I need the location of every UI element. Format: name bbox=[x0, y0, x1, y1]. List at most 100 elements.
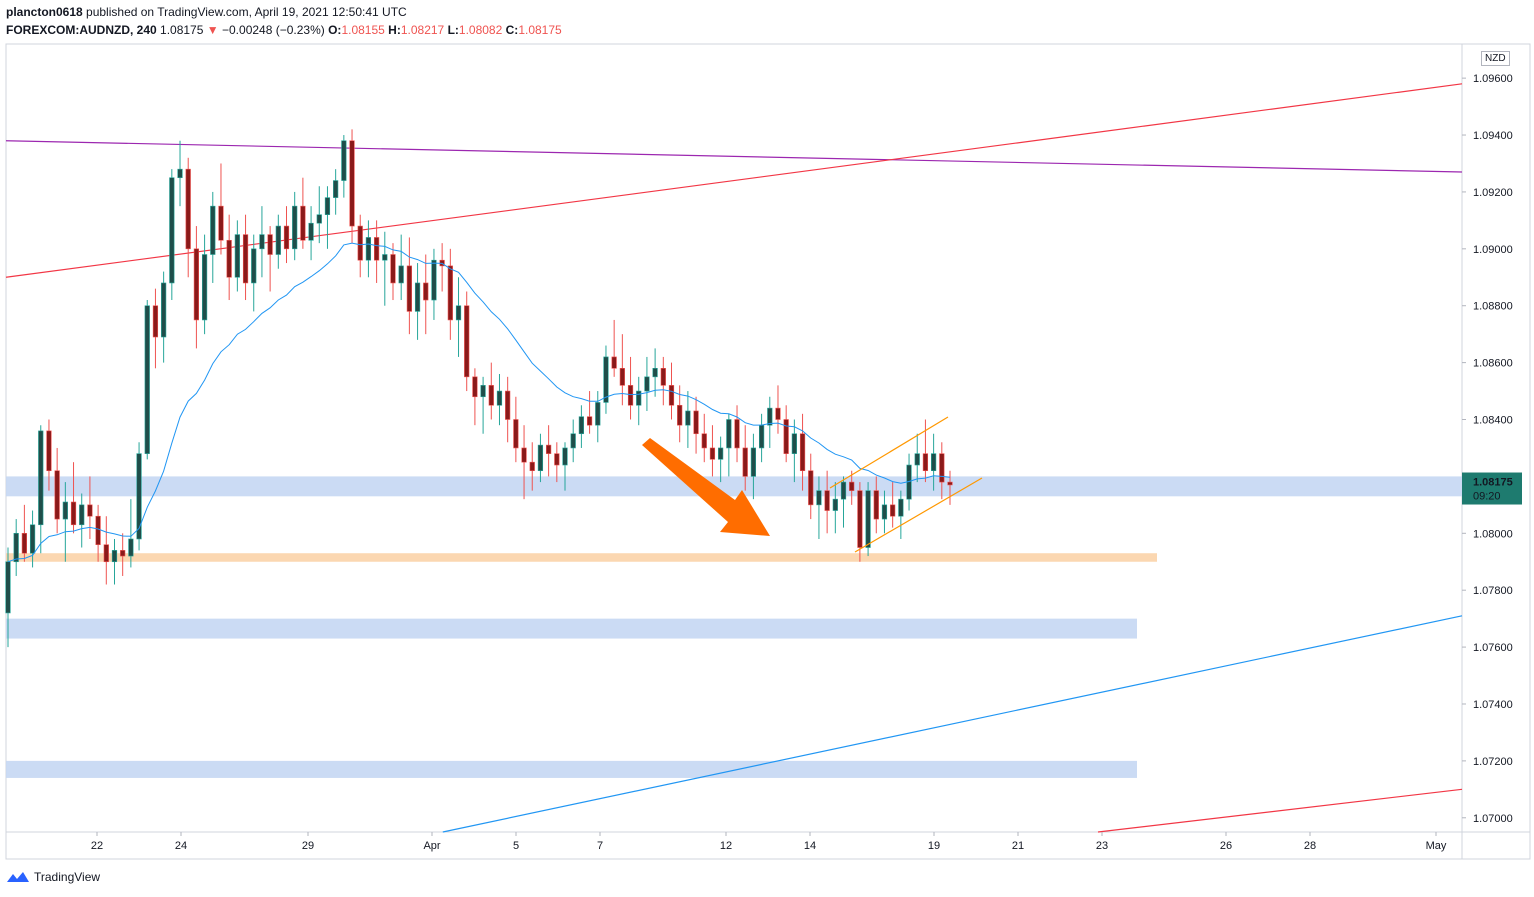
zone-support-2 bbox=[6, 618, 1137, 639]
candle-body bbox=[21, 532, 27, 554]
candle-body bbox=[423, 282, 429, 301]
candle-body bbox=[349, 140, 355, 227]
symbol-line: FOREXCOM:AUDNZD, 240 1.08175 ▼ −0.00248 … bbox=[6, 23, 562, 37]
candle-body bbox=[750, 447, 757, 477]
candle-body bbox=[881, 504, 888, 520]
candle-body bbox=[480, 385, 486, 398]
candle-body bbox=[13, 532, 19, 563]
candle-body bbox=[668, 385, 675, 406]
candle-body bbox=[226, 239, 232, 278]
last-price: 1.08175 bbox=[160, 23, 204, 37]
chart-frame bbox=[5, 43, 1531, 860]
candle-body bbox=[218, 205, 224, 241]
candle-body bbox=[414, 282, 421, 312]
candle-body bbox=[357, 225, 363, 261]
price-tick-label: 1.09600 bbox=[1473, 73, 1513, 85]
candle-body bbox=[791, 433, 797, 454]
tradingview-logo-icon bbox=[7, 872, 29, 882]
candle-body bbox=[464, 305, 470, 378]
symbol-name[interactable]: FOREXCOM:AUDNZD, 240 bbox=[6, 23, 157, 37]
brand-label: TradingView bbox=[34, 870, 101, 884]
channel-lower-line bbox=[854, 477, 983, 553]
candle-body bbox=[939, 453, 945, 483]
candle-body bbox=[537, 444, 544, 472]
low-label: L: bbox=[447, 23, 459, 37]
candle-body bbox=[210, 205, 216, 255]
candle-body bbox=[62, 501, 68, 520]
candle-body bbox=[136, 453, 142, 540]
candle-body bbox=[177, 168, 183, 179]
candle-body bbox=[406, 265, 412, 312]
candle-body bbox=[234, 234, 240, 278]
high-value: 1.08217 bbox=[400, 23, 445, 37]
time-tick-label: 19 bbox=[928, 840, 940, 852]
time-tick-label: 21 bbox=[1012, 840, 1024, 852]
time-tick-label: May bbox=[1426, 840, 1447, 852]
candle-body bbox=[29, 524, 36, 554]
open-label: O: bbox=[328, 23, 342, 37]
candle-body bbox=[529, 461, 535, 472]
candle-body bbox=[79, 504, 85, 526]
candle-body bbox=[308, 222, 314, 241]
candle-body bbox=[431, 259, 437, 301]
low-value: 1.08082 bbox=[458, 23, 503, 37]
currency-badge[interactable]: NZD bbox=[1481, 51, 1510, 66]
price-tick-label: 1.08000 bbox=[1473, 528, 1513, 540]
candle-body bbox=[87, 504, 93, 517]
candle-body bbox=[365, 237, 372, 261]
price-tick-label: 1.09400 bbox=[1473, 130, 1513, 142]
candle-body bbox=[865, 490, 871, 548]
price-tick-label: 1.07600 bbox=[1473, 642, 1513, 654]
open-value: 1.08155 bbox=[341, 23, 385, 37]
candle-body bbox=[799, 433, 806, 472]
candle-body bbox=[758, 424, 765, 449]
price-tick-label: 1.07800 bbox=[1473, 585, 1513, 597]
candle-body bbox=[161, 282, 167, 338]
time-tick-label: Apr bbox=[423, 840, 440, 852]
candle-body bbox=[546, 444, 552, 454]
candle-body bbox=[390, 254, 396, 284]
footer-brand[interactable]: TradingView bbox=[6, 870, 100, 884]
candle-body bbox=[562, 447, 568, 466]
candle-body bbox=[832, 498, 838, 511]
candle-body bbox=[251, 248, 257, 284]
publisher-text: published on TradingView.com, April 19, … bbox=[82, 5, 407, 19]
current-price-label: 1.08175 bbox=[1473, 477, 1513, 489]
candle-body bbox=[70, 501, 77, 526]
trendline-red_trendline bbox=[5, 83, 1463, 278]
candle-body bbox=[644, 376, 650, 392]
candle-body bbox=[849, 481, 855, 491]
price-tick-label: 1.07000 bbox=[1473, 813, 1513, 825]
candle-body bbox=[521, 447, 527, 463]
candle-body bbox=[374, 237, 380, 261]
candle-body bbox=[316, 214, 322, 224]
candle-body bbox=[128, 538, 134, 557]
time-tick-label: 22 bbox=[91, 840, 103, 852]
candle-body bbox=[95, 515, 101, 545]
candle-body bbox=[734, 419, 740, 449]
candle-body bbox=[382, 254, 388, 261]
candle-body bbox=[685, 410, 691, 426]
candle-body bbox=[324, 197, 331, 215]
trendline-purple_resistance bbox=[5, 140, 1463, 173]
time-tick-label: 12 bbox=[720, 840, 732, 852]
candle-body bbox=[193, 248, 200, 321]
candle-body bbox=[38, 430, 44, 526]
candle-body bbox=[5, 561, 11, 614]
price-tick-label: 1.09200 bbox=[1473, 187, 1513, 199]
candle-body bbox=[808, 470, 814, 506]
candle-body bbox=[636, 390, 642, 406]
price-tick-label: 1.07400 bbox=[1473, 699, 1513, 711]
candle-body bbox=[46, 430, 52, 472]
candle-body bbox=[185, 168, 191, 250]
candle-body bbox=[922, 453, 929, 472]
publisher-line: plancton0618 published on TradingView.co… bbox=[6, 5, 407, 19]
candle-body bbox=[275, 225, 281, 255]
time-tick-label: 14 bbox=[804, 840, 816, 852]
candle-body bbox=[488, 385, 494, 406]
candle-body bbox=[660, 368, 666, 386]
publisher-user[interactable]: plancton0618 bbox=[6, 5, 83, 19]
candle-body bbox=[267, 234, 273, 255]
candle-body bbox=[693, 410, 699, 435]
